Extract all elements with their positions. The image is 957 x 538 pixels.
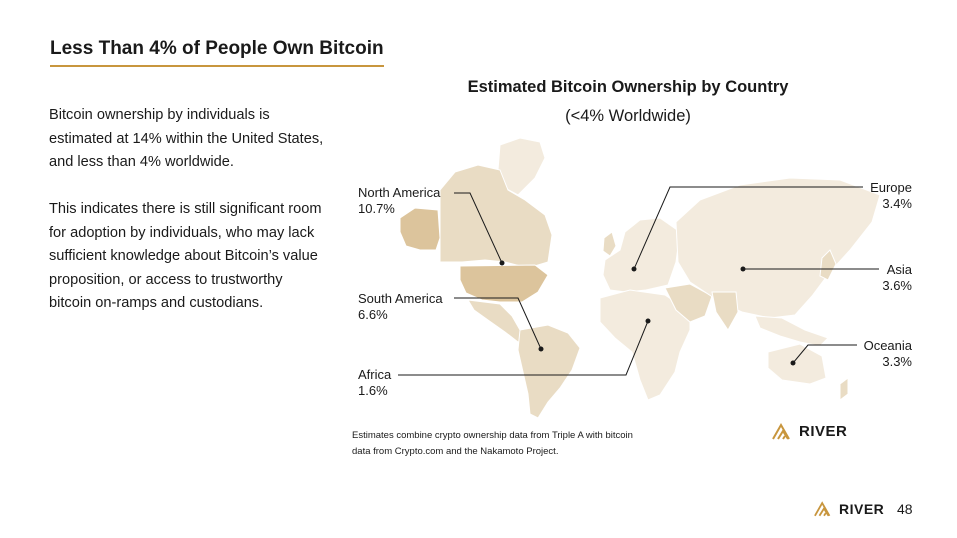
body-text: Bitcoin ownership by individuals is esti…	[49, 104, 324, 316]
europe-shape	[602, 217, 681, 293]
region-name: Asia	[886, 262, 912, 277]
river-mountain-icon	[814, 501, 831, 517]
callout-line-africa	[398, 320, 649, 376]
slide-title: Less Than 4% of People Own Bitcoin	[50, 38, 384, 67]
region-name: North America	[358, 185, 441, 200]
label-south-america: South America 6.6%	[358, 291, 443, 323]
marker-africa	[645, 318, 651, 324]
middle-east-shape	[664, 283, 713, 323]
map-footnote: Estimates combine crypto ownership data …	[352, 430, 633, 457]
region-value: 10.7%	[358, 201, 395, 216]
callout-line-south-america	[454, 297, 542, 350]
marker-south-america	[538, 346, 544, 352]
new-zealand-shape	[839, 377, 849, 401]
mexico-shape	[467, 299, 527, 343]
label-oceania: Oceania 3.3%	[864, 338, 912, 370]
river-logo-footer: RIVER	[814, 500, 884, 517]
map-subtitle: (<4% Worldwide)	[565, 107, 691, 125]
india-shape	[711, 291, 739, 331]
logo-text: RIVER	[799, 422, 848, 440]
region-name: Oceania	[863, 338, 912, 353]
region-value: 3.6%	[882, 278, 912, 293]
australia-shape	[767, 343, 827, 385]
japan-shape	[819, 249, 837, 281]
label-africa: Africa 1.6%	[358, 367, 391, 399]
usa-shape	[459, 264, 549, 303]
callout-line-oceania	[792, 344, 857, 364]
region-value: 3.3%	[882, 354, 912, 369]
logo-text: RIVER	[839, 500, 885, 517]
asia-shape	[675, 177, 881, 319]
river-mountain-icon	[772, 422, 790, 440]
south-america-shape	[517, 324, 581, 419]
page-number: 48	[897, 501, 913, 517]
marker-asia	[740, 266, 746, 272]
region-name: South America	[358, 291, 443, 306]
region-value: 1.6%	[358, 383, 388, 398]
label-north-america: North America 10.7%	[358, 185, 440, 217]
africa-shape	[599, 289, 691, 401]
canada-shape	[439, 164, 553, 269]
alaska-shape	[399, 207, 441, 251]
label-asia: Asia 3.6%	[882, 262, 912, 294]
map-title: Estimated Bitcoin Ownership by Country	[467, 78, 789, 96]
callout-line-north-america	[454, 192, 503, 264]
body-paragraph-1: Bitcoin ownership by individuals is esti…	[49, 107, 324, 170]
southeast-asia-shape	[754, 315, 829, 347]
uk-shape	[602, 231, 617, 257]
region-name: Europe	[870, 180, 912, 195]
region-value: 6.6%	[358, 307, 388, 322]
body-paragraph-2: This indicates there is still significan…	[49, 201, 322, 311]
river-logo-map: RIVER	[772, 422, 847, 440]
region-value: 3.4%	[882, 196, 912, 211]
label-europe: Europe 3.4%	[870, 180, 912, 212]
callout-line-europe	[633, 186, 863, 270]
region-name: Africa	[358, 367, 392, 382]
marker-europe	[631, 266, 637, 272]
marker-oceania	[790, 360, 796, 366]
marker-north-america	[499, 260, 505, 266]
